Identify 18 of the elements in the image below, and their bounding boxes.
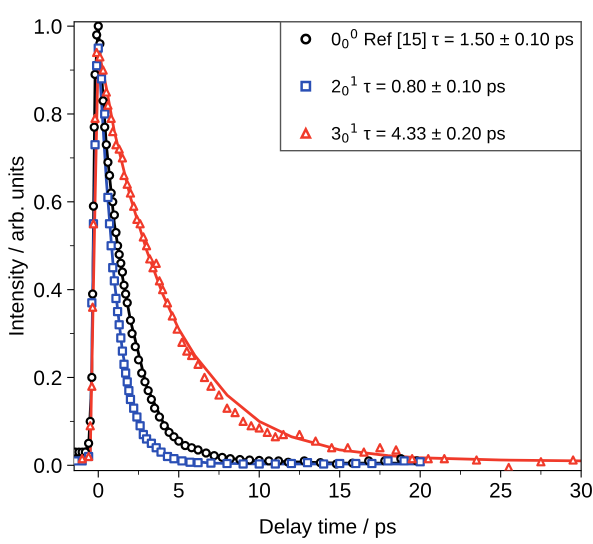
y-tick-label: 0.2 bbox=[34, 370, 62, 386]
legend-label: 0$_{0}$$^{0}$ Ref [15] τ = 1.50 ± 0.10 ps bbox=[332, 28, 574, 50]
x-tick-label: 20 bbox=[410, 482, 431, 498]
x-tick-label: 15 bbox=[330, 483, 350, 498]
x-tick-label: 10 bbox=[249, 482, 270, 498]
legend-label: 2$_{0}$$^{1}$ τ = 0.80 ± 0.10 ps bbox=[332, 76, 505, 96]
y-tick-label: 0.0 bbox=[34, 458, 62, 474]
x-tick-label: 30 bbox=[570, 482, 592, 498]
x-tick-label: 25 bbox=[490, 482, 512, 498]
y-tick-label: 0.4 bbox=[34, 282, 62, 298]
y-tick-label: 1.0 bbox=[34, 19, 62, 34]
legend-label: 3$_{0}$$^{1}$ τ = 4.33 ± 0.20 ps bbox=[332, 123, 505, 144]
x-tick-label: 5 bbox=[174, 483, 184, 498]
x-tick-label: 0 bbox=[93, 482, 104, 498]
y-tick-label: 0.6 bbox=[34, 194, 62, 210]
y-axis-title: Intensity / arb. units bbox=[8, 156, 28, 335]
x-axis-title: Delay time / ps bbox=[260, 518, 396, 538]
y-tick-label: 0.8 bbox=[34, 106, 62, 122]
